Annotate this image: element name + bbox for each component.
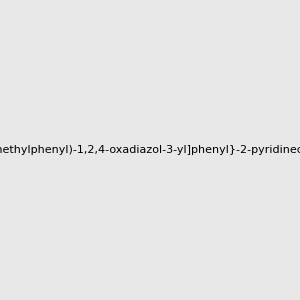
Text: N-{4-[5-(2-methylphenyl)-1,2,4-oxadiazol-3-yl]phenyl}-2-pyridinecarboxamide: N-{4-[5-(2-methylphenyl)-1,2,4-oxadiazol… [0,145,300,155]
